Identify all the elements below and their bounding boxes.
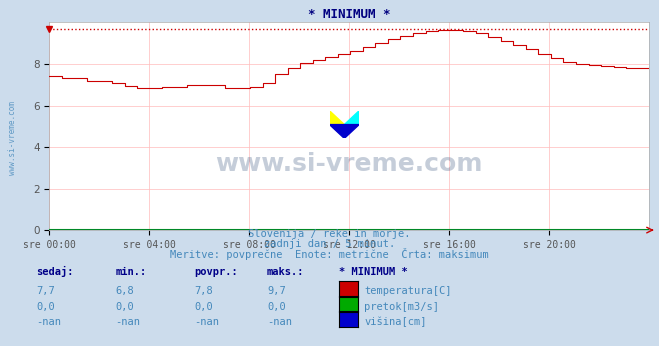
- Text: Meritve: povprečne  Enote: metrične  Črta: maksimum: Meritve: povprečne Enote: metrične Črta:…: [170, 248, 489, 260]
- Polygon shape: [344, 111, 359, 125]
- Text: -nan: -nan: [115, 317, 140, 327]
- Text: 0,0: 0,0: [267, 302, 285, 312]
- Text: www.si-vreme.com: www.si-vreme.com: [215, 152, 483, 176]
- Text: 0,0: 0,0: [36, 302, 55, 312]
- Text: 6,8: 6,8: [115, 286, 134, 296]
- Text: 7,8: 7,8: [194, 286, 213, 296]
- Text: 9,7: 9,7: [267, 286, 285, 296]
- Text: min.:: min.:: [115, 267, 146, 277]
- Polygon shape: [330, 125, 359, 138]
- Text: maks.:: maks.:: [267, 267, 304, 277]
- Text: -nan: -nan: [267, 317, 292, 327]
- Text: 0,0: 0,0: [194, 302, 213, 312]
- Text: * MINIMUM *: * MINIMUM *: [339, 267, 408, 277]
- Text: www.si-vreme.com: www.si-vreme.com: [8, 101, 17, 175]
- Text: 7,7: 7,7: [36, 286, 55, 296]
- Text: povpr.:: povpr.:: [194, 267, 238, 277]
- Text: 0,0: 0,0: [115, 302, 134, 312]
- Text: pretok[m3/s]: pretok[m3/s]: [364, 302, 440, 312]
- Text: Slovenija / reke in morje.: Slovenija / reke in morje.: [248, 229, 411, 239]
- Text: -nan: -nan: [36, 317, 61, 327]
- Text: sedaj:: sedaj:: [36, 266, 74, 277]
- Text: višina[cm]: višina[cm]: [364, 317, 427, 327]
- Text: zadnji dan / 5 minut.: zadnji dan / 5 minut.: [264, 239, 395, 249]
- Title: * MINIMUM *: * MINIMUM *: [308, 8, 391, 21]
- Text: -nan: -nan: [194, 317, 219, 327]
- Polygon shape: [330, 111, 344, 125]
- Text: temperatura[C]: temperatura[C]: [364, 286, 452, 296]
